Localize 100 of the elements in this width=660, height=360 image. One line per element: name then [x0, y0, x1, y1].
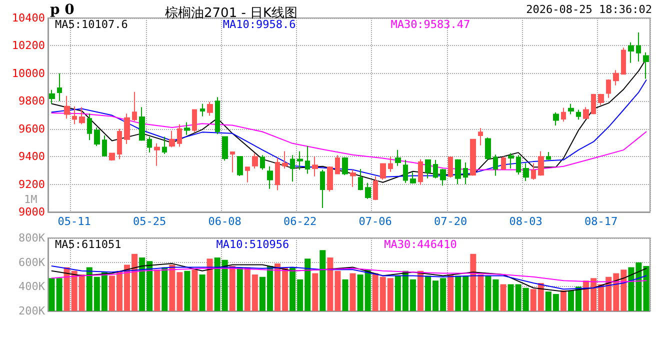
y-tick-label: 9200	[18, 178, 45, 191]
candlestick	[290, 154, 295, 182]
candlestick	[245, 166, 250, 183]
candlestick	[380, 162, 386, 180]
candlestick	[312, 156, 318, 177]
candlestick	[568, 103, 574, 115]
candlestick	[561, 107, 566, 122]
candlestick	[365, 182, 371, 200]
x-tick-label: 08-03	[509, 215, 542, 228]
candlestick	[320, 169, 325, 208]
text: MA5:10107.6	[55, 18, 128, 31]
y-tick-label: 10000	[12, 66, 45, 80]
candlestick	[124, 113, 130, 144]
candlestick	[147, 136, 152, 154]
candlestick	[222, 136, 228, 162]
candlestick	[546, 152, 551, 160]
x-tick-label: 05-11	[58, 215, 91, 228]
candlestick	[237, 156, 243, 176]
y-tick-label: 9400	[18, 150, 45, 164]
y-tick-label: 600K	[18, 256, 46, 269]
y-tick-label: 10400	[12, 12, 45, 24]
y-tick-label: 9600	[18, 122, 45, 136]
candlestick	[230, 152, 235, 173]
candlestick	[342, 156, 348, 176]
line-series	[51, 112, 647, 170]
candlestick	[433, 159, 438, 179]
candlestick	[207, 101, 213, 116]
candlestick	[177, 124, 182, 148]
candlestick	[72, 106, 77, 125]
candlestick	[57, 72, 62, 102]
line-series	[51, 80, 647, 178]
text: MA30:9583.47	[390, 18, 470, 31]
candlestick	[403, 159, 408, 184]
line-series	[51, 268, 647, 282]
candlestick	[64, 95, 70, 120]
candlestick	[576, 109, 581, 120]
candlestick	[621, 47, 626, 75]
y-tick-label: 400K	[18, 280, 46, 294]
candlestick	[455, 158, 461, 185]
candlestick	[192, 109, 197, 133]
candlestick	[425, 159, 431, 179]
candlestick	[478, 128, 483, 146]
candlestick	[132, 91, 137, 122]
candlestick	[327, 166, 333, 192]
candlestick	[305, 146, 310, 174]
candlestick	[395, 149, 401, 166]
x-tick-label: 07-06	[358, 215, 392, 228]
candlestick	[87, 113, 92, 141]
candlestick	[139, 106, 145, 142]
x-tick-label: 08-17	[584, 215, 618, 228]
candlestick	[335, 154, 340, 175]
candlestick	[470, 138, 476, 176]
x-tick-label: 06-08	[208, 215, 242, 228]
x-tick-label: 07-20	[434, 215, 468, 228]
y-tick-label: 9000	[18, 206, 45, 218]
series-label: MA5:611051	[55, 238, 122, 251]
candlestick	[162, 136, 167, 154]
candlestick	[109, 152, 115, 162]
candlestick	[553, 112, 559, 126]
candlestick	[591, 93, 596, 115]
y-tick-label: 200K	[18, 304, 46, 318]
candlestick	[117, 128, 122, 160]
candlestick	[493, 154, 498, 176]
candlestick	[49, 89, 55, 104]
candlestick	[410, 172, 416, 184]
candlestick	[636, 32, 641, 62]
candlestick	[448, 156, 453, 178]
candlestick	[583, 106, 589, 119]
candlestick	[350, 169, 356, 188]
candlestick	[200, 103, 205, 117]
candlestick	[252, 152, 258, 169]
candlestick	[516, 154, 521, 175]
candlestick	[628, 42, 634, 64]
candlestick	[531, 162, 536, 180]
candlestick	[260, 154, 265, 170]
candlestick	[606, 78, 611, 98]
y-tick-label: 800K	[18, 232, 46, 244]
text: 2026-08-25 18:36:02	[526, 3, 652, 16]
candlestick	[485, 136, 491, 160]
candlestick	[418, 158, 423, 186]
candlestick	[169, 130, 175, 148]
candlestick	[79, 106, 85, 125]
y-tick-label: 9800	[18, 94, 45, 108]
candlestick	[275, 157, 280, 191]
candlestick	[598, 93, 604, 106]
candlestick	[184, 122, 190, 136]
candlestick	[154, 142, 160, 166]
candlestick	[282, 150, 288, 169]
x-tick-label: 05-25	[133, 215, 166, 228]
candlestick	[440, 168, 446, 186]
text: MA10:9958.6	[222, 18, 296, 31]
candlestick	[102, 135, 107, 156]
text: p 0	[50, 2, 75, 18]
candlestick	[501, 156, 506, 170]
candlestick	[94, 126, 100, 147]
y-tick-label: 10200	[12, 39, 45, 52]
candlestick	[215, 96, 220, 135]
candlestick	[508, 152, 514, 169]
candlestick	[267, 166, 273, 190]
series-label: MA30:446410	[384, 238, 457, 251]
